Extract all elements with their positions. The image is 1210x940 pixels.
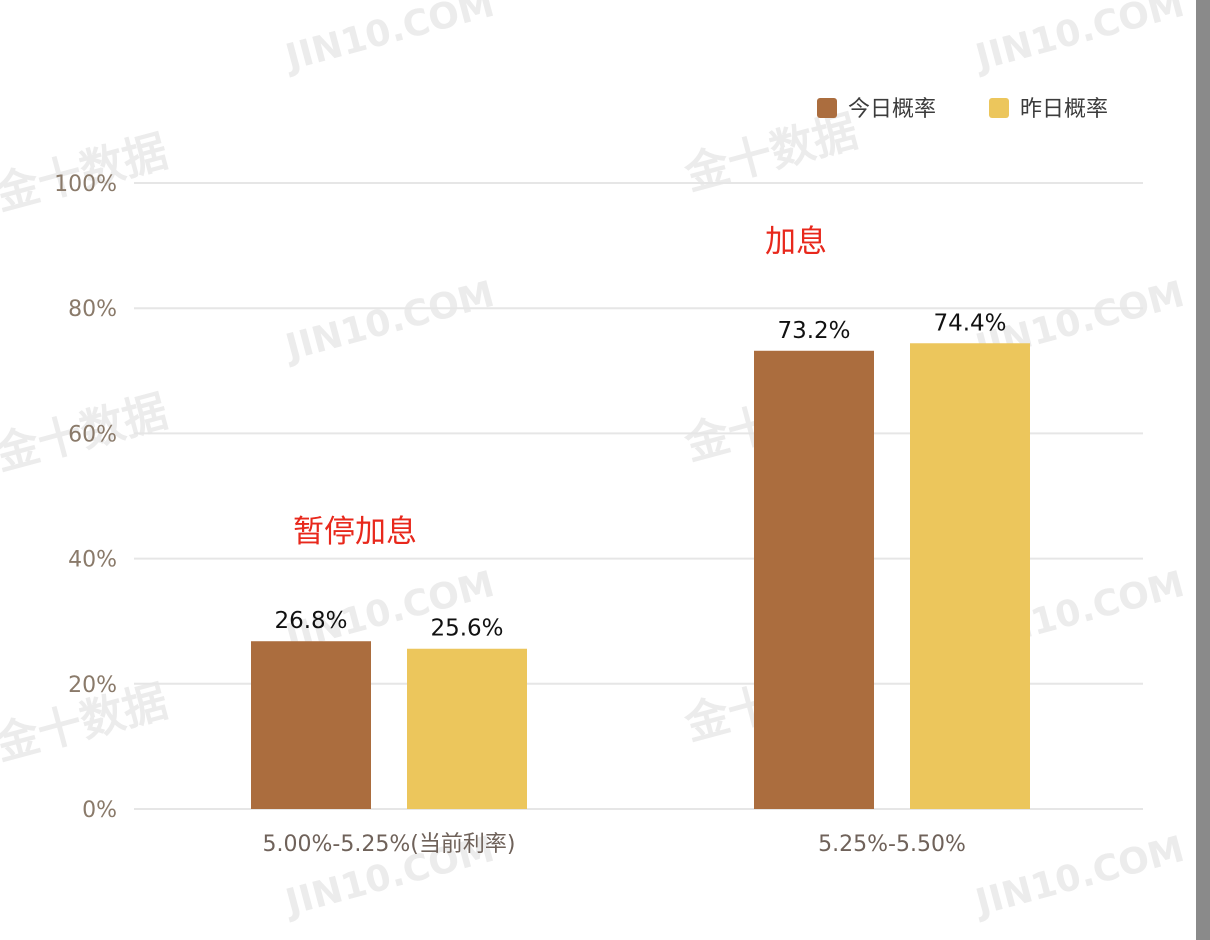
bar-value-label: 26.8% [274,608,347,634]
y-tick-label: 80% [68,297,117,322]
bar-value-labels: 26.8% 25.6% 73.2% 74.4% [274,310,1006,641]
legend-label[interactable]: 今日概率 [848,97,936,122]
watermark-text: JIN10.COM [969,0,1189,79]
annotation-label: 暂停加息 [293,514,417,550]
y-tick-label: 100% [54,172,117,197]
bar[interactable] [407,648,527,809]
bar[interactable] [910,343,1030,809]
annotations: 暂停加息 加息 [293,224,827,550]
legend[interactable]: 今日概率 昨日概率 [817,97,1108,122]
y-axis-tick-labels: 0% 20% 40% 60% 80% 100% [54,172,117,823]
legend-swatch[interactable] [817,98,837,118]
y-tick-label: 40% [68,548,117,573]
y-tick-label: 20% [68,673,117,698]
watermark-text: JIN10.COM [279,274,499,370]
annotation-label: 加息 [765,224,827,260]
x-tick-label: 5.00%-5.25%(当前利率) [263,832,516,857]
x-tick-label: 5.25%-5.50% [818,832,966,857]
bar-value-label: 74.4% [933,310,1006,336]
bar[interactable] [251,641,371,809]
bar-value-label: 73.2% [777,318,850,344]
bar-value-label: 25.6% [430,616,503,642]
y-tick-label: 0% [82,798,117,823]
bar[interactable] [754,350,874,809]
bars [251,343,1030,809]
vertical-scrollbar[interactable] [1196,0,1210,940]
legend-swatch[interactable] [989,98,1009,118]
watermark-text: 金十数据 [679,106,863,201]
watermark-text: JIN10.COM [969,829,1189,925]
watermark-text: JIN10.COM [279,0,499,79]
legend-label[interactable]: 昨日概率 [1020,97,1108,122]
x-axis-category-labels: 5.00%-5.25%(当前利率) 5.25%-5.50% [263,832,966,857]
y-tick-label: 60% [68,422,117,447]
